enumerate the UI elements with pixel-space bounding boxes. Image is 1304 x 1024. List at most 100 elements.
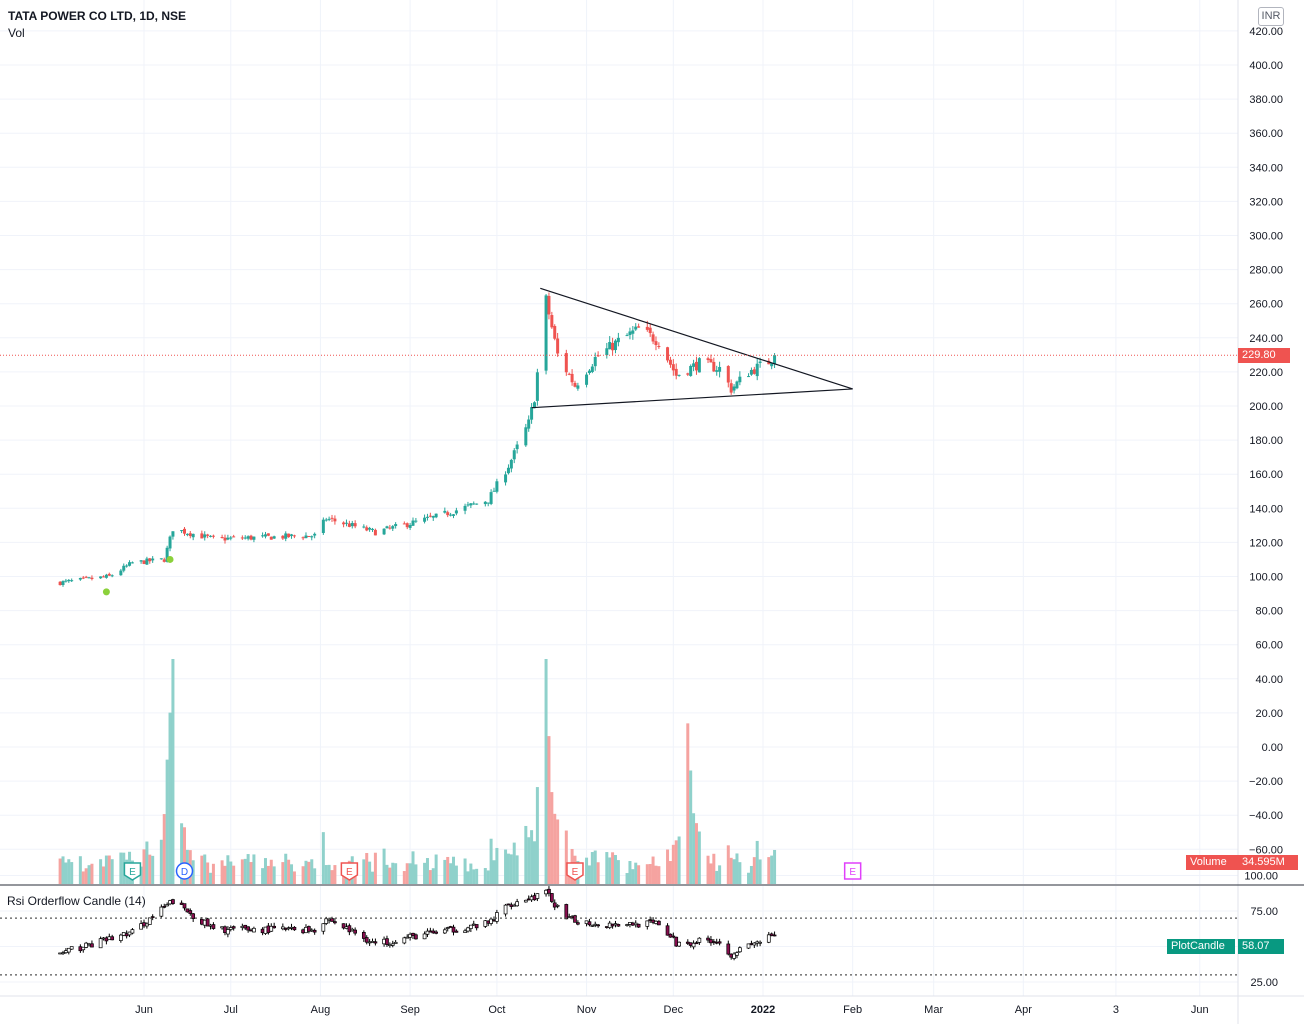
rsi-candle-body [451, 926, 456, 933]
price-candle-body [495, 481, 499, 492]
price-candle-body [628, 331, 632, 336]
event-marker-e[interactable]: E [340, 862, 359, 881]
price-candle-body [712, 361, 716, 372]
volume-bar [249, 862, 253, 884]
volume-bar [333, 865, 337, 884]
price-candle-body [573, 382, 577, 387]
rsi-candle-body [576, 922, 580, 925]
time-tick-label: 3 [1113, 1004, 1119, 1016]
volume-bar [61, 856, 65, 884]
rsi-tick-label: 25.00 [1250, 977, 1278, 989]
time-tick-label: Jul [224, 1004, 238, 1016]
price-candle-body [596, 355, 600, 357]
rsi-candle-body [127, 931, 132, 936]
price-candle-body [58, 581, 62, 586]
rsi-candle-body [165, 904, 169, 907]
volume-bar [310, 859, 314, 884]
earnings-icon [340, 862, 359, 881]
volume-label[interactable]: Vol [8, 26, 25, 40]
volume-bar [706, 855, 710, 884]
price-tick-label: 80.00 [1255, 606, 1283, 618]
rsi-candle-body [61, 952, 65, 955]
rsi-candle-body [252, 927, 256, 933]
price-candle-body [472, 503, 476, 505]
event-marker-e[interactable]: E [843, 862, 862, 880]
last-price-tag: 229.80 [1238, 348, 1290, 363]
rsi-candle-body [69, 946, 74, 950]
price-candle-body [226, 537, 230, 540]
volume-bar [605, 852, 609, 884]
volume-bar [119, 852, 123, 884]
volume-bar [287, 859, 291, 884]
volume-bar [327, 864, 331, 884]
volume-bar [469, 863, 473, 884]
price-candle-body [99, 576, 103, 579]
price-candle-body [689, 365, 693, 376]
volume-bar [712, 853, 716, 884]
volume-bar [651, 856, 655, 884]
volume-bar [220, 860, 224, 884]
plot-candle-label: PlotCandle [1167, 939, 1235, 954]
event-letter: E [129, 867, 136, 878]
rsi-candle-body [90, 943, 94, 948]
volume-bar [362, 859, 366, 884]
price-tick-label: 120.00 [1249, 537, 1283, 549]
time-tick-label: Dec [664, 1004, 684, 1016]
price-candle-body [290, 534, 294, 536]
rsi-candle-body [228, 927, 233, 930]
symbol-title[interactable]: TATA POWER CO LTD, 1D, NSE [8, 9, 186, 23]
price-candle-body [327, 518, 331, 520]
volume-bar [686, 723, 690, 884]
rsi-candle-body [549, 893, 554, 902]
rsi-candle-body [587, 921, 592, 926]
price-candle-body [616, 337, 620, 343]
event-marker-d[interactable]: D [175, 862, 194, 880]
price-candle-body [104, 574, 108, 578]
rsi-candle-body [555, 904, 560, 907]
price-candle-body [637, 326, 641, 328]
volume-bar [472, 869, 476, 884]
volume-bar [408, 863, 412, 884]
volume-bar [509, 854, 513, 884]
volume-bar [628, 861, 632, 884]
rsi-tick-label: 75.00 [1250, 906, 1278, 918]
volume-bar [321, 832, 325, 884]
price-candle-body [148, 558, 152, 562]
volume-bar [452, 856, 455, 884]
price-candle-body [576, 385, 580, 389]
price-candle-body [631, 330, 635, 334]
volume-bar [142, 849, 146, 884]
price-candle-body [232, 536, 236, 538]
price-candle-body [223, 537, 227, 541]
price-candle-body [544, 295, 548, 371]
price-tick-label: 420.00 [1249, 26, 1283, 38]
currency-button[interactable]: INR [1258, 7, 1284, 26]
price-candle-body [182, 528, 186, 534]
price-candle-body [651, 334, 655, 342]
volume-bar [148, 854, 152, 884]
price-candle-body [726, 366, 730, 383]
volume-bar [211, 863, 215, 884]
rsi-candle-body [772, 934, 777, 937]
volume-bar [556, 819, 560, 884]
price-candle-body [475, 503, 479, 505]
volume-bar [492, 860, 496, 884]
price-tick-label: 360.00 [1249, 128, 1283, 140]
volume-bar [423, 862, 427, 884]
price-candle-body [449, 514, 453, 516]
rsi-candle-body [211, 924, 216, 929]
volume-bar [475, 868, 479, 884]
event-marker-e[interactable]: E [566, 862, 584, 881]
volume-bar [454, 865, 458, 884]
rsi-candle-body [573, 915, 577, 923]
volume-bar [226, 855, 230, 884]
volume-bar [773, 849, 777, 884]
rsi-candle-body [312, 929, 317, 933]
price-candle-body [692, 363, 696, 367]
price-tick-label: 340.00 [1249, 162, 1283, 174]
volume-bar [414, 864, 418, 884]
price-tick-label: 60.00 [1255, 640, 1283, 652]
rsi-pane-title[interactable]: Rsi Orderflow Candle (14) [7, 894, 146, 908]
event-marker-e[interactable]: E [123, 862, 142, 881]
